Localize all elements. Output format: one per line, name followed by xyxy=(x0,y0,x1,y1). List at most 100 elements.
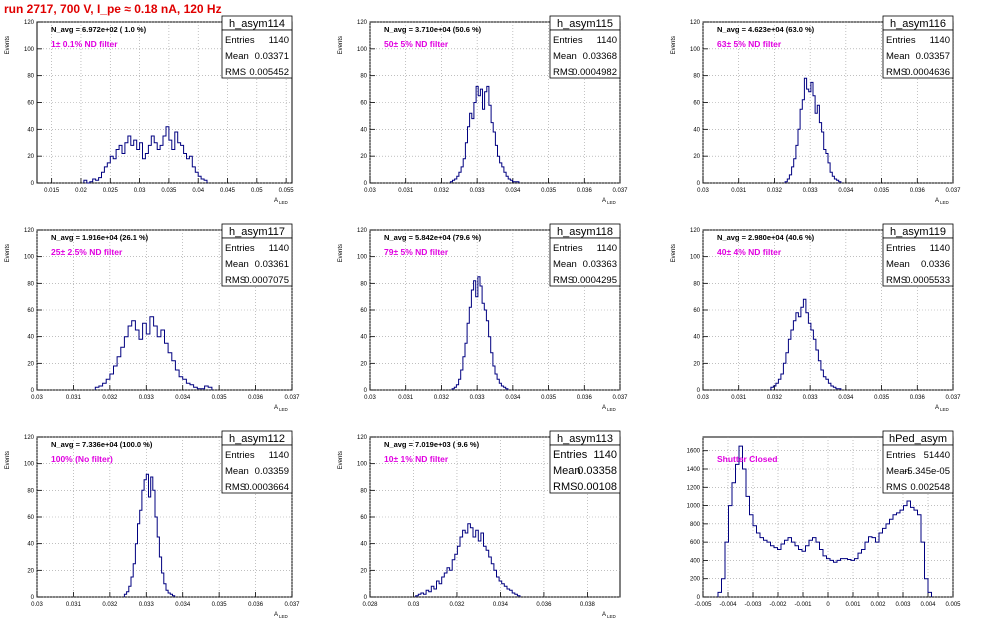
y-tick-label: 120 xyxy=(24,228,35,234)
stat-label-rms: RMS xyxy=(886,275,907,286)
y-tick-label: 0 xyxy=(364,595,368,601)
y-tick-label: 40 xyxy=(360,127,367,133)
stat-value-entries: 1140 xyxy=(597,243,617,254)
x-tick-label: 0.036 xyxy=(248,602,264,608)
y-tick-label: 1400 xyxy=(687,467,701,473)
stat-label-mean: Mean xyxy=(225,259,249,270)
y-axis-title: Events xyxy=(5,36,11,54)
navg-label: N_avg = 5.842e+04 (79.6 %) xyxy=(384,233,482,242)
x-tick-label: 0.035 xyxy=(874,188,890,194)
stat-label-mean: Mean xyxy=(225,51,249,62)
x-tick-label: 0.031 xyxy=(731,395,747,401)
stats-title: h_asym119 xyxy=(890,226,946,238)
x-tick-label: 0.03 xyxy=(364,188,376,194)
x-tick-label: 0.045 xyxy=(220,188,236,194)
x-tick-label: 0.035 xyxy=(161,188,177,194)
x-tick-label: 0.034 xyxy=(493,602,509,608)
filter-label: 25± 2.5% ND filter xyxy=(51,247,123,257)
y-tick-label: 200 xyxy=(690,577,701,583)
y-tick-label: 80 xyxy=(27,74,34,80)
stat-label-entries: Entries xyxy=(225,35,255,46)
stat-value-mean: 0.03368 xyxy=(583,51,617,62)
x-tick-label: 0.033 xyxy=(139,602,155,608)
y-axis-title: Events xyxy=(338,451,344,469)
stat-value-mean: 0.03357 xyxy=(916,51,950,62)
stat-label-entries: Entries xyxy=(553,243,583,254)
y-tick-label: 0 xyxy=(31,388,35,394)
y-tick-label: 100 xyxy=(690,47,701,53)
x-tick-label: 0.04 xyxy=(192,188,204,194)
x-tick-label: 0.001 xyxy=(845,602,861,608)
stats-title: hPed_asym xyxy=(889,433,947,445)
stat-label-mean: Mean xyxy=(225,466,249,477)
y-tick-label: 100 xyxy=(357,462,368,468)
y-tick-label: 0 xyxy=(364,181,368,187)
stat-label-rms: RMS xyxy=(225,275,246,286)
histogram-series xyxy=(83,126,208,184)
y-tick-label: 60 xyxy=(27,101,34,107)
y-tick-label: 100 xyxy=(357,47,368,53)
y-axis-title: Events xyxy=(671,244,677,262)
y-tick-label: 0 xyxy=(697,595,701,601)
y-tick-label: 600 xyxy=(690,540,701,546)
x-tick-label: 0.033 xyxy=(139,395,155,401)
y-tick-label: 60 xyxy=(360,308,367,314)
y-tick-label: 0 xyxy=(31,595,35,601)
histogram-series xyxy=(415,523,521,597)
y-tick-label: 80 xyxy=(360,281,367,287)
x-tick-label: 0.055 xyxy=(279,188,295,194)
stat-value-mean: -5.345e-05 xyxy=(904,466,950,477)
x-axis-title: ALED xyxy=(602,405,617,412)
histogram-series xyxy=(449,85,520,183)
stats-box xyxy=(882,237,954,287)
y-tick-label: 40 xyxy=(27,542,34,548)
y-tick-label: 120 xyxy=(357,435,368,441)
x-tick-label: 0.032 xyxy=(102,395,118,401)
x-tick-label: 0.003 xyxy=(895,602,911,608)
y-tick-label: 80 xyxy=(360,74,367,80)
stat-value-entries: 1140 xyxy=(269,243,289,254)
histogram-series xyxy=(770,298,842,390)
y-tick-label: 1600 xyxy=(687,449,701,455)
x-tick-label: -0.001 xyxy=(794,602,812,608)
y-tick-label: 80 xyxy=(360,488,367,494)
stats-title: h_asym117 xyxy=(229,226,285,238)
stat-label-mean: Mean xyxy=(553,51,577,62)
x-tick-label: 0.03 xyxy=(31,602,43,608)
y-tick-label: 60 xyxy=(693,101,700,107)
histogram-series xyxy=(123,473,176,597)
y-tick-label: 60 xyxy=(27,308,34,314)
stat-value-rms: 0.0004295 xyxy=(572,275,617,286)
stat-label-entries: Entries xyxy=(886,450,916,461)
x-axis-title: ALED xyxy=(935,198,950,205)
x-tick-label: 0.037 xyxy=(945,188,961,194)
x-tick-label: 0.02 xyxy=(75,188,87,194)
stat-label-mean: Mean xyxy=(886,51,910,62)
x-tick-label: 0.037 xyxy=(612,188,628,194)
x-tick-label: 0.03 xyxy=(408,602,420,608)
x-tick-label: -0.002 xyxy=(769,602,787,608)
y-tick-label: 80 xyxy=(27,488,34,494)
x-axis-title: ALED xyxy=(274,198,289,205)
navg-label: N_avg = 2.980e+04 (40.6 %) xyxy=(717,233,815,242)
stats-box xyxy=(221,444,293,494)
x-tick-label: 0.032 xyxy=(767,188,783,194)
y-tick-label: 60 xyxy=(693,308,700,314)
x-tick-label: 0.031 xyxy=(398,188,414,194)
x-tick-label: 0.034 xyxy=(505,395,521,401)
stat-label-mean: Mean xyxy=(886,466,910,477)
y-tick-label: 120 xyxy=(357,20,368,26)
x-tick-label: -0.003 xyxy=(744,602,762,608)
histogram-panel-h_asym114: 0.015 0.02 0.025 0.03 0.035 0.04 0.045 0.05 0.05… xyxy=(5,15,295,205)
x-tick-label: 0.03 xyxy=(134,188,146,194)
stat-label-rms: RMS xyxy=(886,67,907,78)
navg-label: N_avg = 3.710e+04 (50.6 %) xyxy=(384,25,482,34)
x-tick-label: 0.028 xyxy=(362,602,378,608)
stat-value-entries: 51440 xyxy=(924,450,950,461)
stat-value-rms: 0.0003664 xyxy=(244,482,289,493)
histogram-panel-h_asym119: 0.03 0.031 0.032 0.033 0.034 0.035 0.036 0.037 0… xyxy=(671,223,961,412)
x-tick-label: 0.033 xyxy=(470,395,486,401)
stat-label-rms: RMS xyxy=(553,275,574,286)
y-tick-label: 40 xyxy=(360,542,367,548)
x-tick-label: 0.036 xyxy=(577,395,593,401)
